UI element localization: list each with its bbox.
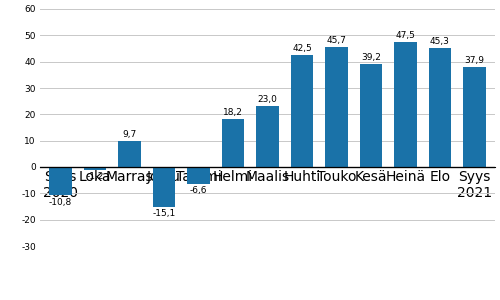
Text: 39,2: 39,2 <box>361 53 381 62</box>
Text: -10,8: -10,8 <box>49 197 72 206</box>
Bar <box>50 167 72 195</box>
Bar <box>394 42 416 167</box>
Bar <box>84 167 106 170</box>
Bar <box>325 47 347 167</box>
Bar <box>463 67 485 167</box>
Text: 45,3: 45,3 <box>430 37 450 46</box>
Text: 37,9: 37,9 <box>464 56 484 65</box>
Text: 45,7: 45,7 <box>326 35 346 44</box>
Bar <box>291 55 313 167</box>
Text: 23,0: 23,0 <box>258 95 278 104</box>
Text: 18,2: 18,2 <box>223 108 243 117</box>
Text: 9,7: 9,7 <box>122 130 136 139</box>
Text: -1,2: -1,2 <box>86 172 104 181</box>
Bar <box>256 106 278 167</box>
Bar <box>153 167 176 207</box>
Bar <box>360 64 382 167</box>
Text: 47,5: 47,5 <box>396 31 415 40</box>
Text: -6,6: -6,6 <box>190 187 208 196</box>
Text: -15,1: -15,1 <box>152 209 176 218</box>
Bar <box>428 48 451 167</box>
Bar <box>222 119 244 167</box>
Text: 42,5: 42,5 <box>292 44 312 53</box>
Bar <box>118 142 141 167</box>
Bar <box>188 167 210 184</box>
